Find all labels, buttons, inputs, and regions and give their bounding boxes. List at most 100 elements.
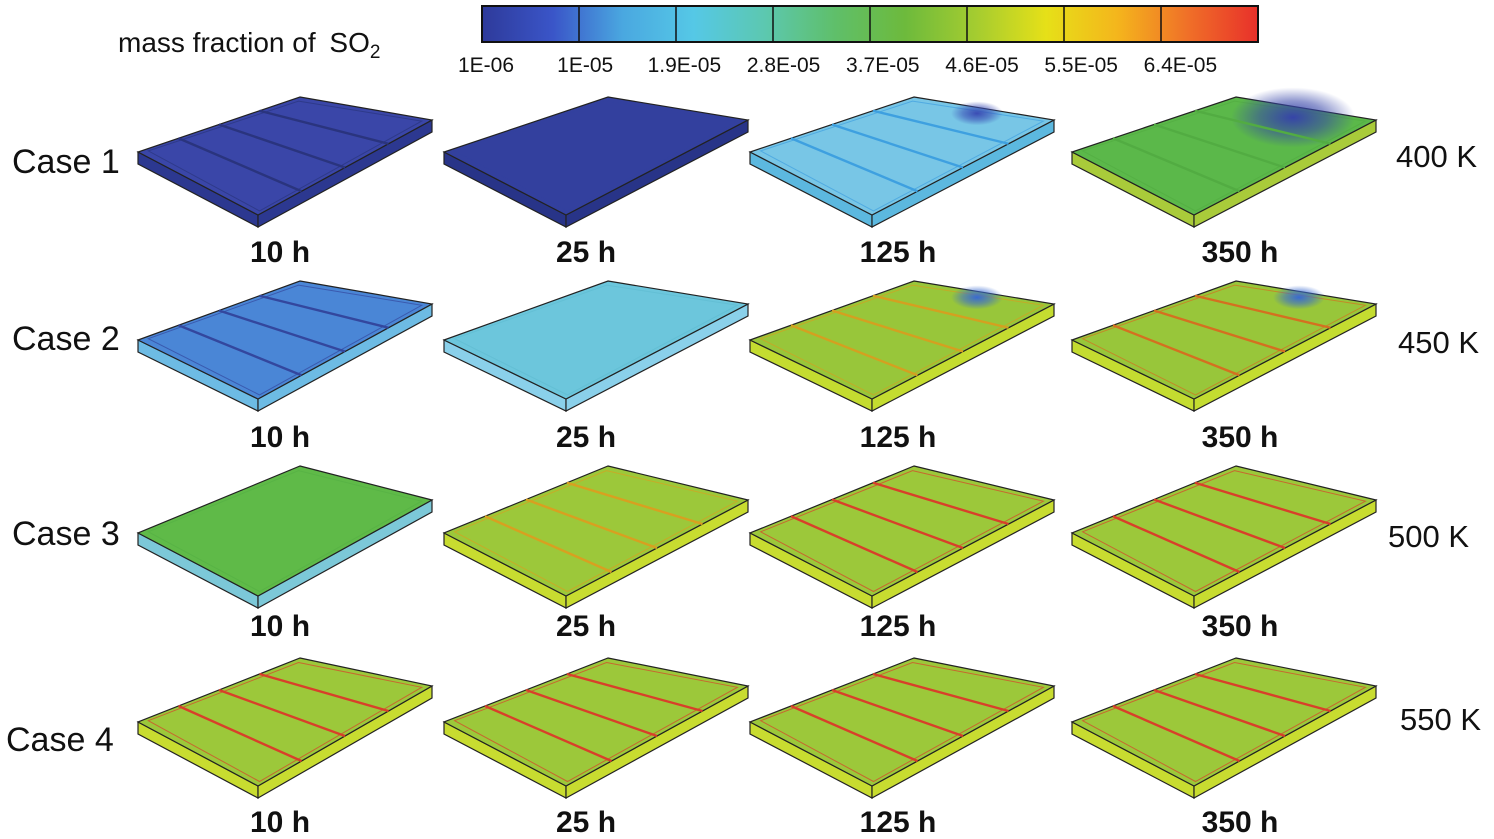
legend-tick-label: 1E-06: [458, 54, 514, 77]
channel-line: [790, 704, 918, 763]
case-label: Case 4: [6, 721, 114, 759]
time-label: 350 h: [1202, 421, 1279, 454]
channel-line: [1153, 123, 1286, 169]
channel-line: [1194, 109, 1331, 145]
panel-grid: Case 1 400 K 10 h 25 h 125 h 350 h Case 2 450 K…: [6, 87, 1481, 839]
contour-panel: 25 h: [442, 465, 750, 643]
channel-line: [218, 309, 346, 353]
time-label: 350 h: [1202, 806, 1279, 839]
contour-panel: 350 h: [1070, 657, 1378, 839]
panel-inner-frame: [147, 100, 424, 212]
panel-top-surface: [748, 657, 1056, 787]
legend-tick-labels: 1E-06 1E-05 1.9E-05 2.8E-05 3.7E-05 4.6E-05 5.…: [458, 54, 1217, 77]
panel-inner-frame: [453, 470, 739, 593]
panel-top-surface: [136, 657, 434, 787]
case-label: Case 2: [12, 320, 120, 358]
channel-line: [831, 688, 964, 738]
panel-inner-frame: [453, 284, 739, 396]
contour-panel: 25 h: [442, 96, 750, 269]
panel-top-surface: [136, 280, 434, 400]
channel-line: [1194, 672, 1331, 713]
contour-panel: 10 h: [136, 465, 434, 643]
channel-line: [259, 672, 389, 713]
temperature-label: 400 K: [1396, 139, 1477, 174]
panel-inner-frame: [453, 661, 739, 783]
legend-tick-label: 2.8E-05: [747, 54, 821, 77]
panel-top-surface: [1070, 657, 1378, 787]
legend-title: mass fraction of SO2: [118, 27, 380, 63]
channel-line: [259, 109, 389, 145]
time-label: 25 h: [556, 236, 616, 269]
panel-top-surface: [1070, 280, 1378, 400]
contour-panel: 350 h: [1070, 87, 1378, 269]
channel-line: [525, 688, 658, 738]
legend-tick-label: 6.4E-05: [1144, 54, 1218, 77]
channel-line: [831, 498, 964, 550]
time-label: 125 h: [860, 806, 937, 839]
panel-inner-frame: [147, 470, 424, 593]
panel-inner-frame: [759, 470, 1045, 593]
temperature-label: 550 K: [1400, 702, 1481, 737]
low-concentration-spot: [951, 285, 1003, 310]
channel-line: [1153, 688, 1286, 738]
panel-top-surface: [748, 280, 1056, 400]
contour-panel: 125 h: [748, 280, 1056, 454]
channel-line: [1194, 294, 1331, 329]
channel-line: [872, 672, 1009, 713]
channel-line: [1112, 515, 1240, 574]
temperature-label: 500 K: [1388, 519, 1469, 554]
panel-top-surface: [136, 465, 434, 597]
contour-panel: 350 h: [1070, 280, 1378, 454]
time-label: 125 h: [860, 236, 937, 269]
panel-top-surface: [442, 280, 750, 400]
channel-line: [218, 688, 346, 738]
case-row: Case 3 500 K 10 h 25 h 125 h 350 h: [12, 465, 1469, 643]
channel-line: [1112, 704, 1240, 763]
panel-inner-frame: [147, 661, 424, 783]
time-label: 350 h: [1202, 236, 1279, 269]
legend-tick-label: 4.6E-05: [945, 54, 1019, 77]
legend-tick-label: 5.5E-05: [1044, 54, 1118, 77]
channel-line: [790, 515, 918, 574]
time-label: 125 h: [860, 421, 937, 454]
channel-line: [831, 123, 964, 169]
channel-line: [566, 481, 703, 526]
contour-panel: 125 h: [748, 465, 1056, 643]
panel-top-surface: [748, 465, 1056, 597]
contour-panel: 10 h: [136, 657, 434, 839]
case-row: Case 2 450 K 10 h 25 h 125 h 350 h: [12, 280, 1479, 454]
channel-line: [1153, 309, 1286, 353]
time-label: 10 h: [250, 236, 310, 269]
temperature-label: 450 K: [1398, 325, 1479, 360]
low-concentration-spot: [1231, 87, 1355, 148]
legend-color-bar: [481, 5, 1259, 43]
channel-line: [872, 294, 1009, 329]
channel-line: [1194, 481, 1331, 526]
contour-panel: 10 h: [136, 280, 434, 454]
channel-line: [1112, 324, 1240, 377]
low-concentration-spot: [1273, 285, 1325, 310]
panel-inner-frame: [453, 100, 739, 212]
time-label: 350 h: [1202, 610, 1279, 643]
contour-panel: 125 h: [748, 657, 1056, 839]
channel-line: [259, 294, 389, 329]
time-label: 10 h: [250, 610, 310, 643]
channel-line: [218, 123, 346, 169]
channel-line: [178, 324, 302, 377]
case-label: Case 3: [12, 515, 120, 553]
channel-line: [831, 309, 964, 353]
panel-top-surface: [1070, 465, 1378, 597]
panel-top-surface: [442, 657, 750, 787]
time-label: 125 h: [860, 610, 937, 643]
contour-panel: 25 h: [442, 280, 750, 454]
panel-inner-frame: [1081, 470, 1367, 593]
channel-line: [178, 704, 302, 763]
contour-panel: 350 h: [1070, 465, 1378, 643]
panel-top-surface: [442, 465, 750, 597]
case-row: Case 4 550 K 10 h 25 h 125 h 350 h: [6, 657, 1481, 839]
time-label: 25 h: [556, 610, 616, 643]
legend-tick-label: 1E-05: [557, 54, 613, 77]
channel-line: [178, 137, 302, 193]
case-row: Case 1 400 K 10 h 25 h 125 h 350 h: [12, 87, 1477, 269]
channel-line: [872, 109, 1009, 145]
